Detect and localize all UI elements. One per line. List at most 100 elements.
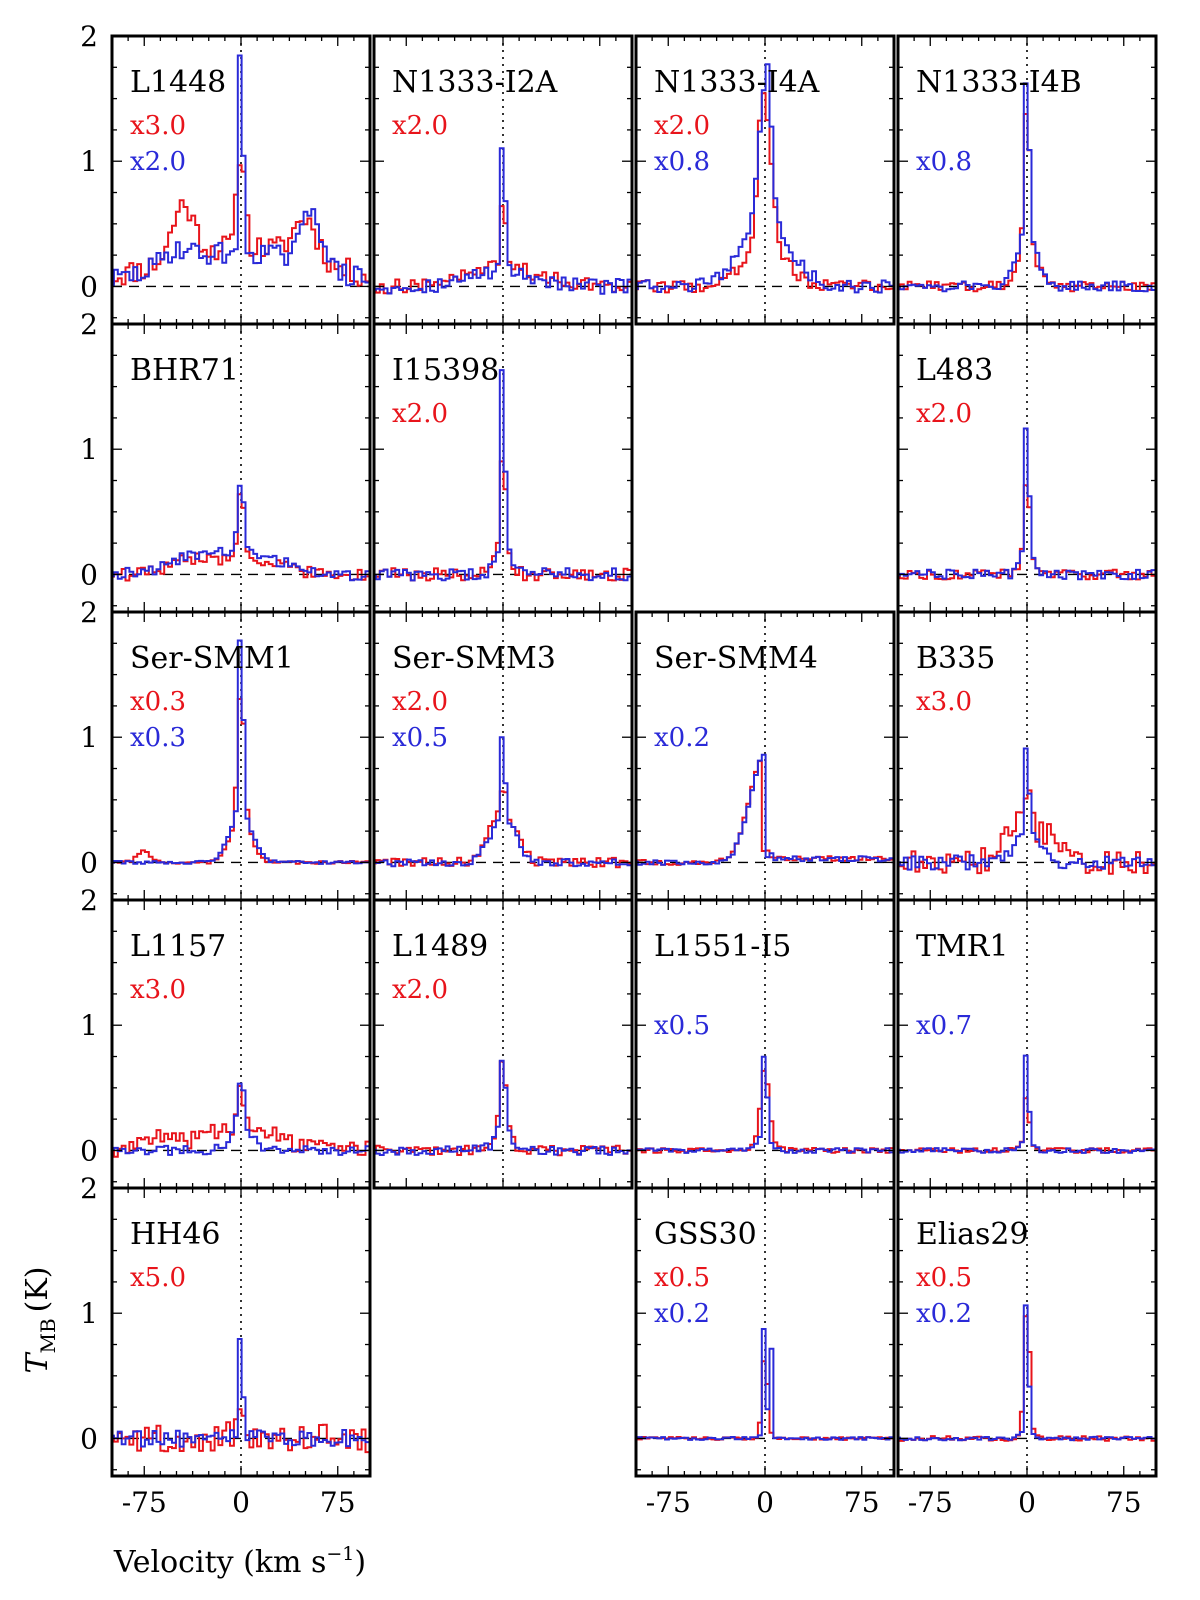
source-name: Ser-SMM1 xyxy=(130,641,294,676)
source-name: N1333-I4B xyxy=(916,65,1082,100)
red-spectrum xyxy=(112,1085,370,1158)
red-scale-factor: x3.0 xyxy=(130,975,186,1005)
blue-spectrum xyxy=(374,147,632,295)
red-scale-factor: x3.0 xyxy=(130,111,186,141)
y-tick-label: 2 xyxy=(80,1172,98,1205)
panel-ser-smm1: Ser-SMM1 x0.3 x0.3 0 1 2 xyxy=(80,596,372,902)
panel-tmr1: TMR1 x0.7 xyxy=(896,898,1158,1190)
svg-text:TMB(K): TMB (K) xyxy=(20,1266,60,1373)
panels-layer: L1448 x3.0 x2.0 0 1 2 N1333-I2A x2.0 N1333-I4A x2… xyxy=(80,20,1158,1519)
blue-scale-factor: x0.7 xyxy=(916,1011,972,1041)
y-tick-label: 1 xyxy=(80,1009,98,1042)
blue-spectrum xyxy=(898,747,1156,871)
red-scale-factor: x0.5 xyxy=(654,1263,710,1293)
blue-scale-factor: x0.5 xyxy=(392,723,448,753)
red-spectrum xyxy=(636,760,894,866)
red-spectrum xyxy=(898,484,1156,581)
panel-i15398: I15398 x2.0 xyxy=(372,322,634,614)
blue-spectrum xyxy=(374,1059,632,1156)
red-scale-factor: x3.0 xyxy=(916,687,972,717)
source-name: N1333-I4A xyxy=(654,65,820,100)
source-name: Elias29 xyxy=(916,1217,1029,1252)
y-tick-label: 1 xyxy=(80,145,98,178)
x-tick-label: 75 xyxy=(844,1486,880,1519)
y-tick-label: 2 xyxy=(80,884,98,917)
y-tick-label: 0 xyxy=(80,846,98,879)
red-spectrum xyxy=(112,493,370,582)
x-tick-label: 0 xyxy=(232,1486,250,1519)
x-axis-label: Velocity (km s−1) xyxy=(113,1543,366,1580)
blue-spectrum xyxy=(636,1328,894,1441)
panel-bhr71: BHR71 0 1 2 xyxy=(80,308,372,614)
source-name: BHR71 xyxy=(130,353,239,388)
y-tick-label: 0 xyxy=(80,1134,98,1167)
x-tick-label: -75 xyxy=(908,1486,953,1519)
red-scale-factor: x2.0 xyxy=(392,399,448,429)
source-name: GSS30 xyxy=(654,1217,757,1252)
panel-frame xyxy=(634,1186,896,1478)
blue-scale-factor: x2.0 xyxy=(130,147,186,177)
panel-l1551-i5: L1551-I5 x0.5 xyxy=(634,898,896,1190)
source-name: Ser-SMM3 xyxy=(392,641,556,676)
source-name: L1448 xyxy=(130,65,226,100)
red-scale-factor: x0.5 xyxy=(916,1263,972,1293)
source-name: N1333-I2A xyxy=(392,65,558,100)
panel-hh46: HH46 x5.0 0 1 2 xyxy=(80,1172,372,1478)
blue-spectrum xyxy=(112,1082,370,1156)
y-tick-label: 2 xyxy=(80,596,98,629)
x-tick-label: 0 xyxy=(756,1486,774,1519)
blue-scale-factor: x0.2 xyxy=(654,723,710,753)
panel-ser-smm3: Ser-SMM3 x2.0 x0.5 xyxy=(372,610,634,902)
panel-frame xyxy=(634,34,896,326)
source-name: L1489 xyxy=(392,929,488,964)
panel-frame xyxy=(372,898,634,1190)
y-label-main: T xyxy=(20,1352,55,1374)
panel-n1333-i4a: N1333-I4A x2.0 x0.8 xyxy=(634,34,896,326)
y-tick-label: 2 xyxy=(80,20,98,53)
x-label-close: ) xyxy=(354,1545,366,1580)
x-tick-label: -75 xyxy=(646,1486,691,1519)
red-scale-factor: x0.3 xyxy=(130,687,186,717)
blue-spectrum xyxy=(112,1338,370,1448)
y-tick-label: 2 xyxy=(80,308,98,341)
y-tick-label: 1 xyxy=(80,1297,98,1330)
blue-scale-factor: x0.8 xyxy=(916,147,972,177)
y-tick-label: 0 xyxy=(80,270,98,303)
panel-l1448: L1448 x3.0 x2.0 0 1 2 xyxy=(80,20,372,326)
y-tick-label: 1 xyxy=(80,433,98,466)
red-scale-factor: x2.0 xyxy=(392,975,448,1005)
blue-spectrum xyxy=(636,753,894,866)
panel-frame xyxy=(896,1186,1158,1478)
blue-spectrum xyxy=(898,427,1156,581)
blue-scale-factor: x0.3 xyxy=(130,723,186,753)
y-label-unit: (K) xyxy=(20,1266,55,1312)
panel-l1157: L1157 x3.0 0 1 2 xyxy=(80,884,372,1190)
red-scale-factor: x5.0 xyxy=(130,1263,186,1293)
red-scale-factor: x2.0 xyxy=(392,687,448,717)
blue-spectrum xyxy=(898,82,1156,293)
x-tick-label: 75 xyxy=(320,1486,356,1519)
blue-spectrum xyxy=(112,484,370,582)
blue-spectrum xyxy=(374,369,632,582)
source-name: L1157 xyxy=(130,929,226,964)
y-axis-label: TMB (K) xyxy=(20,1266,60,1373)
x-label-sup: −1 xyxy=(326,1543,354,1565)
blue-spectrum xyxy=(374,736,632,868)
panel-ser-smm4: Ser-SMM4 x0.2 xyxy=(634,610,896,902)
source-name: B335 xyxy=(916,641,995,676)
red-spectrum xyxy=(374,205,632,295)
red-scale-factor: x2.0 xyxy=(916,399,972,429)
red-spectrum xyxy=(112,164,370,287)
blue-spectrum xyxy=(898,1054,1156,1154)
x-label-text: Velocity (km s xyxy=(113,1545,327,1580)
x-tick-label: -75 xyxy=(122,1486,167,1519)
blue-spectrum xyxy=(636,1055,894,1154)
panel-n1333-i4b: N1333-I4B x0.8 xyxy=(896,34,1158,326)
y-tick-label: 0 xyxy=(80,558,98,591)
y-tick-label: 1 xyxy=(80,721,98,754)
panel-gss30: GSS30 x0.5 x0.2 xyxy=(634,1186,896,1478)
source-name: Ser-SMM4 xyxy=(654,641,818,676)
blue-scale-factor: x0.2 xyxy=(654,1299,710,1329)
y-tick-label: 0 xyxy=(80,1422,98,1455)
